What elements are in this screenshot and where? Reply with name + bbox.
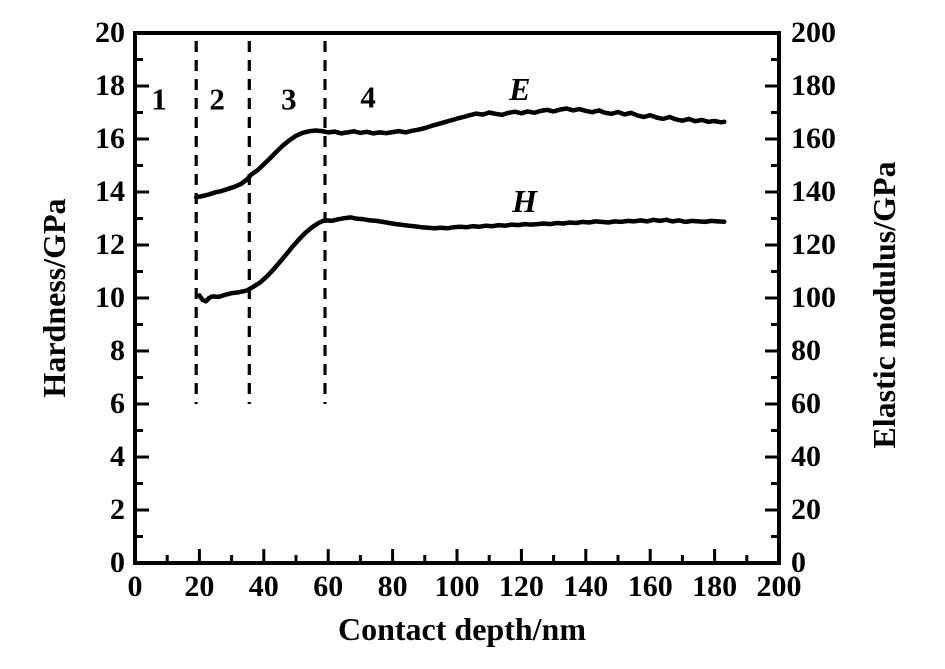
region-label-3: 3 bbox=[281, 81, 297, 117]
plot-frame bbox=[133, 31, 781, 565]
right-tick-label: 200 bbox=[791, 16, 836, 49]
right-tick-label: 180 bbox=[791, 69, 836, 102]
left-tick-label: 14 bbox=[95, 175, 125, 208]
series-E-curve bbox=[193, 106, 727, 200]
left-tick-label: 16 bbox=[95, 122, 125, 155]
right-tick-label: 140 bbox=[791, 175, 836, 208]
x-tick-label: 200 bbox=[756, 570, 802, 603]
right-tick-label: 160 bbox=[791, 122, 836, 155]
right-tick-label: 0 bbox=[791, 546, 806, 579]
left-tick-label: 0 bbox=[110, 546, 125, 579]
right-tick-label: 60 bbox=[791, 387, 821, 420]
series-label-E: E bbox=[509, 70, 531, 107]
left-axis-title: Hardness/GPa bbox=[36, 198, 72, 398]
x-tick-label: 120 bbox=[498, 570, 544, 603]
region-label-1: 1 bbox=[151, 81, 167, 117]
x-tick-label: 80 bbox=[377, 570, 408, 603]
x-tick-label: 100 bbox=[434, 570, 480, 603]
x-tick-label: 140 bbox=[563, 570, 609, 603]
x-tick-label: 40 bbox=[248, 570, 279, 603]
x-tick-label: 160 bbox=[627, 570, 673, 603]
x-tick-label: 180 bbox=[692, 570, 738, 603]
left-tick-label: 12 bbox=[95, 228, 125, 261]
x-tick-label: 0 bbox=[127, 570, 143, 603]
left-tick-label: 4 bbox=[110, 440, 125, 473]
right-tick-label: 80 bbox=[791, 334, 821, 367]
x-tick-label: 20 bbox=[184, 570, 215, 603]
left-tick-label: 20 bbox=[95, 16, 125, 49]
left-tick-label: 18 bbox=[95, 69, 125, 102]
series-H-curve bbox=[197, 215, 727, 304]
right-tick-label: 20 bbox=[791, 493, 821, 526]
right-tick-label: 40 bbox=[791, 440, 821, 473]
series-label-H: H bbox=[512, 183, 538, 219]
x-tick-label: 60 bbox=[313, 570, 344, 603]
region-label-4: 4 bbox=[360, 79, 376, 115]
left-tick-label: 2 bbox=[110, 493, 125, 526]
right-tick-label: 120 bbox=[791, 228, 836, 261]
region-label-2: 2 bbox=[209, 81, 225, 117]
left-tick-label: 6 bbox=[110, 387, 125, 420]
left-tick-label: 8 bbox=[110, 334, 125, 367]
right-tick-label: 100 bbox=[791, 281, 836, 314]
left-tick-label: 10 bbox=[95, 281, 125, 314]
right-axis-title: Elastic modulus/GPa bbox=[866, 161, 902, 449]
x-axis-title: Contact depth/nm bbox=[337, 611, 587, 647]
